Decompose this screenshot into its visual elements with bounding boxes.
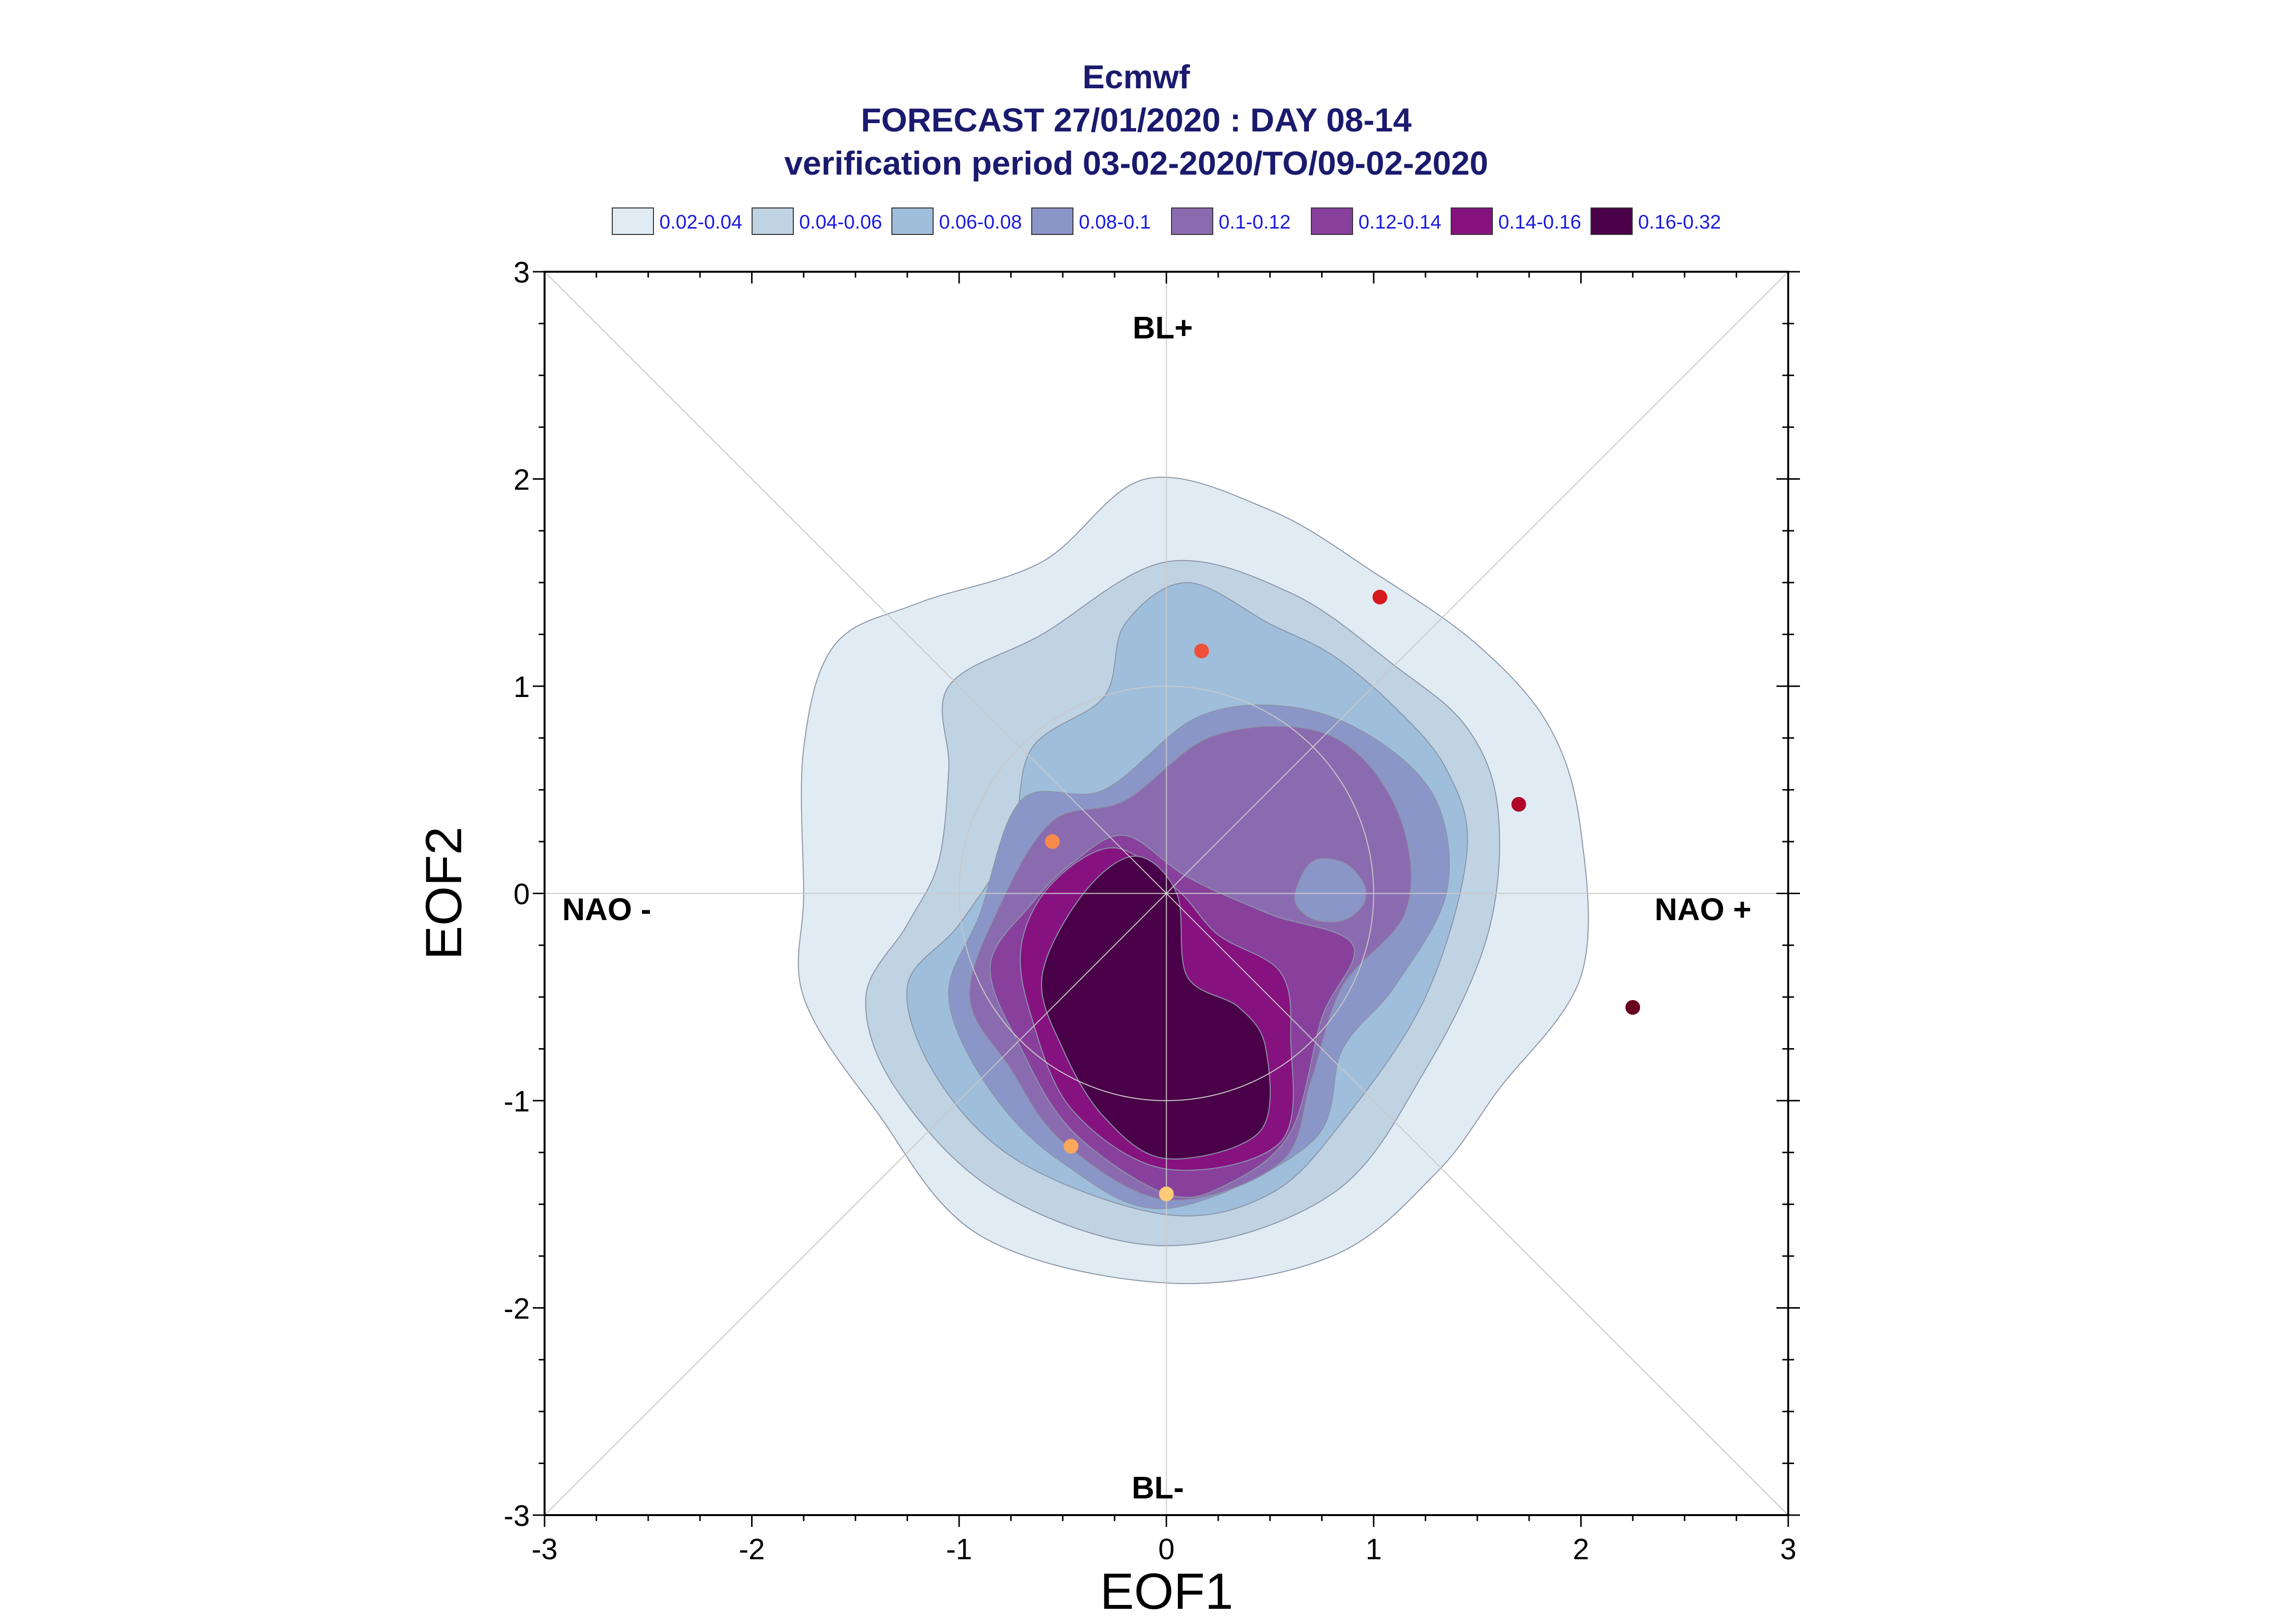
y-tick-label: -1 [504,1085,530,1118]
y-tick-label: 0 [514,878,530,911]
axis-ticks: -3 -2 -1 0 1 2 3 -3 -2 -1 0 1 2 3 [504,256,1800,1566]
x-tick-label: 1 [1365,1533,1382,1566]
x-tick-label: -1 [946,1533,972,1566]
density-contours [798,476,1589,1284]
member-point [1159,1186,1174,1202]
legend-label: 0.04-0.06 [799,211,882,233]
contour-inner-0.08-0.1 [1294,858,1367,923]
regime-label-bl-minus: BL- [1132,1470,1184,1505]
x-tick-label: 0 [1158,1533,1174,1566]
legend-swatch [1591,207,1633,235]
chart-subtitle: FORECAST 27/01/2020 : DAY 08-14 [861,102,1412,139]
legend-swatch [752,207,794,235]
member-points [1045,590,1641,1202]
contour-0.16-0.32 [1041,855,1271,1160]
diagonal-line-falling [544,271,1789,1516]
legend-label: 0.12-0.14 [1358,211,1441,233]
legend-label: 0.02-0.04 [659,211,742,233]
legend-swatch [1031,207,1073,235]
legend-swatch [1171,207,1213,235]
y-tick-label: 1 [514,670,530,703]
x-axis-label: EOF1 [1100,1563,1233,1620]
regime-label-bl-plus: BL+ [1133,310,1193,345]
chart-title: Ecmwf [1082,58,1190,96]
y-tick-label: -2 [504,1292,530,1325]
chart-subtitle-verification: verification period 03-02-2020/TO/09-02-… [784,145,1488,182]
regime-label-nao-plus: NAO + [1655,892,1751,927]
x-tick-label: 2 [1573,1533,1589,1566]
member-point [1625,1000,1641,1015]
legend-label: 0.06-0.08 [939,211,1022,233]
legend-label: 0.14-0.16 [1498,211,1581,233]
plot-area: -3 -2 -1 0 1 2 3 -3 -2 -1 0 1 2 3 [504,256,1800,1566]
y-tick-label: 3 [514,256,530,289]
member-point [1045,834,1060,849]
legend-swatch [1451,207,1493,235]
member-point [1511,797,1526,812]
member-point [1372,590,1387,605]
unit-circle [959,686,1374,1101]
y-axis-label: EOF2 [416,826,472,960]
legend-label: 0.08-0.1 [1079,211,1151,233]
regime-label-nao-minus: NAO - [562,892,651,927]
guide-lines [544,271,1789,1516]
member-point [1064,1138,1079,1154]
y-tick-label: 2 [514,464,530,496]
legend-swatch [891,207,934,235]
legend-label: 0.1-0.12 [1219,211,1291,233]
legend-label: 0.16-0.32 [1638,211,1721,233]
member-point [1194,644,1209,659]
y-tick-label: -3 [504,1499,530,1532]
legend-swatch [1311,207,1353,235]
x-tick-label: -3 [531,1533,557,1566]
x-tick-label: 3 [1780,1533,1796,1566]
legend-swatch [612,207,654,235]
legend: 0.02-0.04 0.04-0.06 0.06-0.08 0.08-0.1 0.1-0… [612,207,1721,235]
x-tick-label: -2 [739,1533,765,1566]
